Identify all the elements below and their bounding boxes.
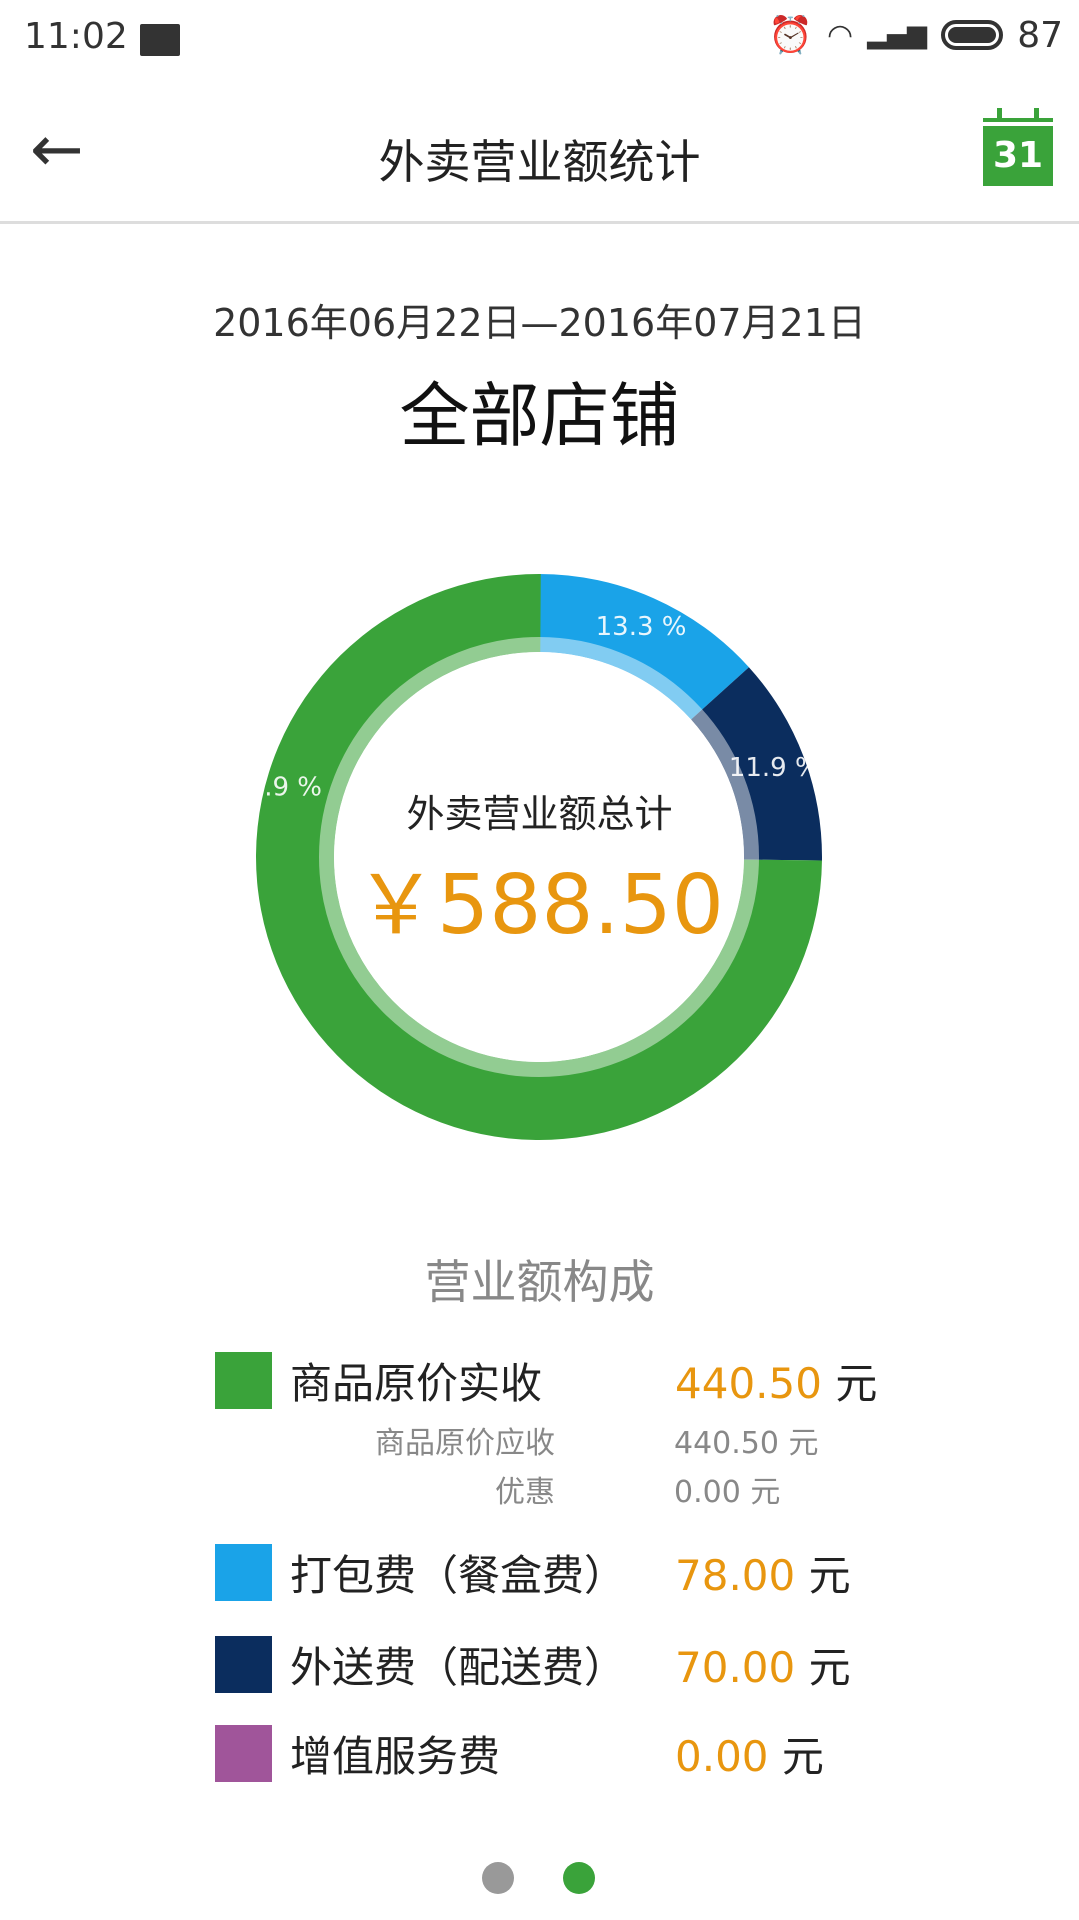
donut-slice [539,574,749,720]
store-name[interactable]: 全部店铺 [399,375,680,457]
page-indicator-dot-active[interactable] [563,1862,595,1894]
legend-item: 商品原价实收 440.50 元 [215,1350,877,1411]
slice-label: 13.3 % [596,612,687,642]
status-time: 11:02 [24,16,128,57]
calendar-button[interactable]: 31 [983,108,1053,188]
total-label: 外卖营业额总计 [406,792,673,836]
slice-label: 74.9 % [239,772,322,802]
legend-item: 外送费（配送费） 70.00 元 [215,1634,851,1695]
wifi-icon: ◠ [827,17,854,53]
date-range: 2016年06月22日—2016年07月21日 [213,301,866,345]
calendar-day: 31 [983,126,1053,186]
app-bar: ← 外卖营业额统计 31 [0,78,1079,224]
back-arrow-icon[interactable]: ← [30,113,84,187]
status-bar: 11:02 ⏰ ◠ ▂▄▆ 87 [0,0,1079,78]
legend-item: 打包费（餐盒费） 78.00 元 [215,1542,851,1603]
donut-inner-band [319,637,759,1077]
legend-swatch [215,1352,272,1409]
legend-value: 440.50 元 [675,1359,878,1408]
legend-swatch [215,1544,272,1601]
legend-label: 打包费（餐盒费） [290,1551,627,1600]
donut-slice [691,667,822,861]
legend-swatch [215,1636,272,1693]
sub-value: 0.00 元 [674,1475,781,1510]
page-indicator-dot[interactable] [482,1862,514,1894]
sub-label: 商品原价应收 [375,1426,555,1461]
legend-value: 70.00 元 [675,1643,851,1692]
page-title: 外卖营业额统计 [378,135,701,189]
legend-value: 0.00 元 [675,1732,824,1781]
alarm-icon: ⏰ [768,15,813,56]
battery-level: 87 [1017,14,1063,56]
legend-value: 78.00 元 [675,1551,851,1600]
battery-icon [941,20,1004,50]
sub-label: 优惠 [495,1475,555,1510]
signal-icon: ▂▄▆ [867,20,928,50]
sub-value: 440.50 元 [674,1426,819,1461]
legend-title: 营业额构成 [424,1255,655,1309]
legend-label: 增值服务费 [290,1732,501,1781]
total-value: ￥588.50 [355,858,724,953]
slice-label: 11.9 % [729,753,820,783]
legend-label: 商品原价实收 [290,1359,543,1408]
donut-chart: 13.3 %11.9 %0.0 %74.9 % [239,574,827,1140]
legend-item: 增值服务费 0.00 元 [215,1723,824,1784]
legend-swatch [215,1725,272,1782]
donut-hole [334,652,744,1062]
image-notification-icon [140,24,180,56]
calendar-icon [983,108,1053,122]
legend-label: 外送费（配送费） [290,1643,627,1692]
